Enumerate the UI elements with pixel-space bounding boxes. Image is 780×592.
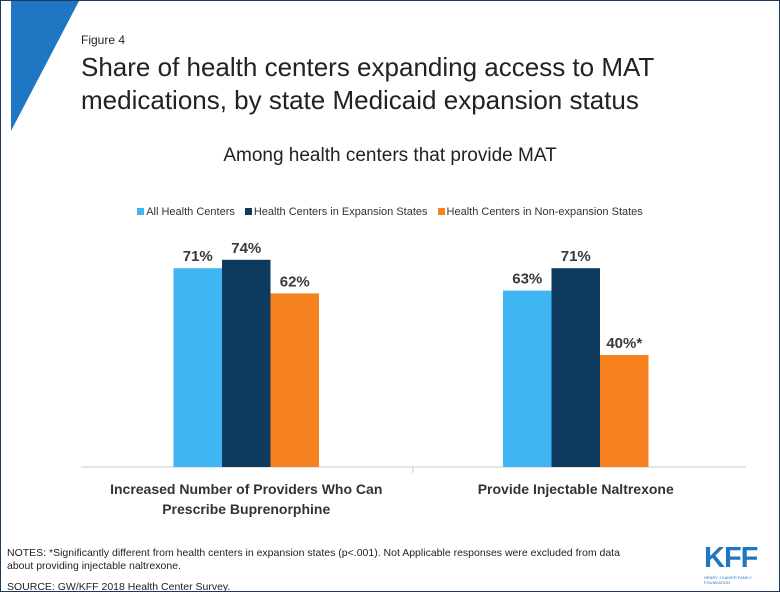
chart-title: Share of health centers expanding access… xyxy=(81,52,654,115)
logo-name: HENRY J KAISER FAMILY FOUNDATION xyxy=(704,575,752,585)
corner-accent xyxy=(11,1,79,131)
bar xyxy=(600,355,649,467)
bar xyxy=(551,268,600,467)
bar xyxy=(270,293,319,467)
value-label: 71% xyxy=(183,248,213,265)
legend-label: Health Centers in Non-expansion States xyxy=(446,206,643,218)
bar xyxy=(222,259,271,467)
legend-label: All Health Centers xyxy=(146,206,235,218)
legend-swatch xyxy=(244,208,252,215)
figure-label: Figure 4 xyxy=(81,33,126,47)
legend-item: Health Centers in Expansion States xyxy=(244,206,428,218)
legend-item: Health Centers in Non-expansion States xyxy=(437,206,643,218)
value-label: 62% xyxy=(280,273,310,290)
legend-label: Health Centers in Expansion States xyxy=(253,206,428,218)
bar xyxy=(173,268,222,467)
logo: KFF xyxy=(704,542,758,574)
value-label: 40%* xyxy=(606,335,642,352)
x-tick-label: Provide Injectable Naltrexone xyxy=(477,481,674,497)
bar xyxy=(503,290,552,467)
value-label: 63% xyxy=(512,271,542,288)
value-label: 71% xyxy=(561,248,591,265)
legend-swatch xyxy=(137,208,145,215)
legend-item: All Health Centers xyxy=(137,206,235,218)
x-tick-label: Increased Number of Providers Who Can Pr… xyxy=(110,481,383,517)
legend-swatch xyxy=(437,208,445,215)
notes: NOTES: *Significantly different from hea… xyxy=(7,547,620,572)
legend: All Health Centers Health Centers in Expa… xyxy=(1,206,779,218)
value-label: 74% xyxy=(231,240,261,257)
source: SOURCE: GW/KFF 2018 Health Center Survey… xyxy=(7,581,231,592)
chart-subtitle: Among health centers that provide MAT xyxy=(223,145,557,166)
